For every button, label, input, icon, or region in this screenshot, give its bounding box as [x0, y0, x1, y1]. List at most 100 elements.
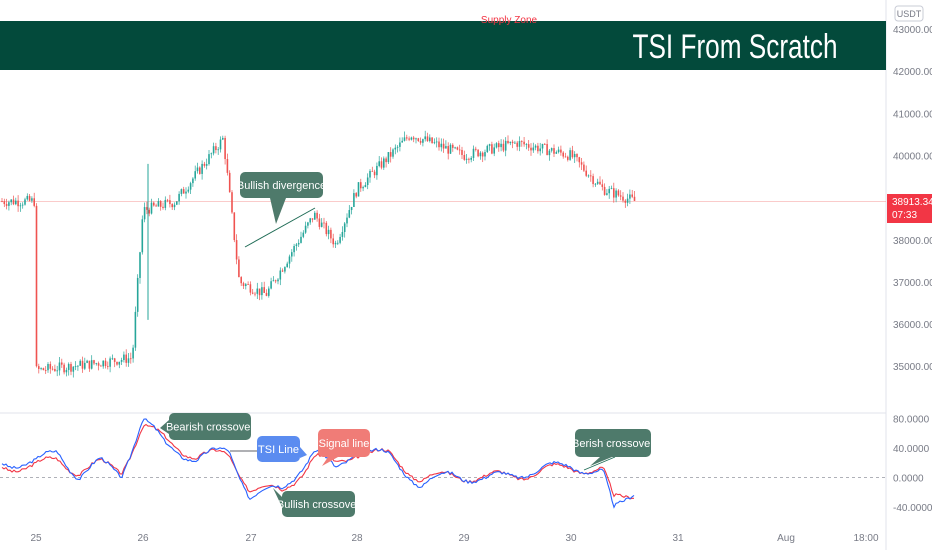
candle-body: [26, 195, 29, 200]
candle-body: [84, 362, 86, 369]
candle-body: [265, 292, 268, 296]
berish-crossover-callout[interactable]: [575, 429, 651, 457]
candle-body: [415, 138, 417, 140]
currency-badge[interactable]: [894, 5, 924, 22]
bearish-crossover-callout-label: Bearish crossover: [166, 422, 254, 434]
candle-body: [396, 146, 399, 148]
candle-body: [486, 145, 489, 153]
x-tick-label: 26: [137, 533, 149, 544]
candle-body: [3, 201, 6, 205]
candle-body: [488, 144, 491, 146]
x-tick-label: 29: [458, 533, 470, 544]
candle-body: [219, 139, 222, 150]
candle-body: [54, 368, 56, 372]
candle-body: [629, 194, 631, 199]
candle-body: [399, 142, 401, 147]
candle-body: [511, 141, 514, 144]
x-tick-label: 27: [245, 533, 257, 544]
candle-body: [343, 223, 346, 232]
candle-body: [203, 163, 206, 166]
candle-body: [143, 207, 146, 220]
candle-body: [242, 283, 245, 286]
candle-body: [65, 369, 68, 373]
candle-body: [159, 201, 162, 207]
candle-body: [366, 177, 369, 186]
candle-body: [380, 161, 383, 168]
candle-body: [240, 277, 242, 284]
candle-body: [606, 193, 608, 195]
candle-body: [422, 139, 424, 143]
divergence-trendline: [244, 207, 316, 248]
candle-body: [438, 141, 440, 148]
candle-body: [472, 148, 475, 158]
candle-body: [261, 287, 263, 296]
candle-body: [146, 207, 148, 210]
candle-body: [316, 212, 318, 219]
candle-body: [580, 162, 583, 165]
candle-body: [440, 143, 443, 148]
candle-body: [521, 140, 523, 142]
candle-body: [424, 136, 426, 140]
candle-body: [500, 143, 502, 148]
candle-body: [1, 201, 3, 203]
signal-line-callout[interactable]: [318, 429, 370, 457]
osc-tick-label: 40.0000: [893, 444, 930, 455]
candle-body: [72, 366, 75, 372]
candle-body: [412, 137, 415, 140]
candle-body: [77, 365, 79, 367]
candle-body: [360, 182, 362, 189]
candle-body: [111, 358, 114, 360]
candle-body: [33, 198, 35, 206]
price-tick-label: 40000.00: [893, 151, 932, 162]
candle-body: [587, 175, 590, 177]
candle-body: [532, 147, 535, 151]
candle-body: [548, 150, 551, 156]
candle-body: [24, 199, 26, 205]
candle-body: [429, 137, 431, 142]
candle-body: [564, 156, 567, 158]
page-title: TSI From Scratch: [633, 28, 838, 66]
candle-body: [431, 137, 433, 144]
candle-body: [419, 140, 422, 143]
candle-body: [277, 279, 279, 282]
candle-body: [458, 149, 461, 151]
candle-body: [148, 209, 150, 214]
candle-body: [465, 158, 468, 160]
candle-body: [247, 284, 249, 286]
candle-body: [309, 218, 311, 223]
bullish-divergence-callout-label: Bullish divergence: [237, 180, 326, 192]
candle-body: [539, 148, 541, 152]
candle-body: [332, 238, 334, 245]
tsi-line-callout[interactable]: [257, 436, 300, 462]
candle-body: [311, 218, 314, 220]
candle-body: [295, 244, 298, 247]
candle-body: [141, 219, 144, 253]
x-tick-label: 25: [30, 533, 42, 544]
candle-body: [100, 365, 102, 367]
bullish-divergence-callout[interactable]: [240, 172, 323, 198]
x-tick-label: 28: [351, 533, 363, 544]
candle-body: [238, 259, 240, 278]
candle-body: [162, 206, 164, 208]
candle-body: [596, 181, 599, 184]
candle-body: [323, 222, 325, 224]
candle-body: [567, 156, 569, 160]
candle-body: [619, 195, 622, 197]
candle-body: [562, 152, 564, 157]
candle-body: [189, 183, 192, 190]
candle-body: [498, 143, 500, 148]
osc-tick-label: 0.0000: [893, 474, 924, 485]
bearish-crossover-callout[interactable]: [169, 413, 251, 440]
candle-body: [530, 147, 532, 151]
bullish-crossover-callout[interactable]: [282, 491, 355, 517]
candle-body: [387, 152, 390, 163]
candle-body: [523, 141, 525, 145]
candle-body: [263, 287, 265, 293]
candle-body: [254, 293, 256, 295]
candle-body: [346, 217, 348, 224]
price-tick-label: 36000.00: [893, 320, 932, 331]
candle-body: [245, 284, 247, 286]
candle-body: [341, 231, 344, 237]
